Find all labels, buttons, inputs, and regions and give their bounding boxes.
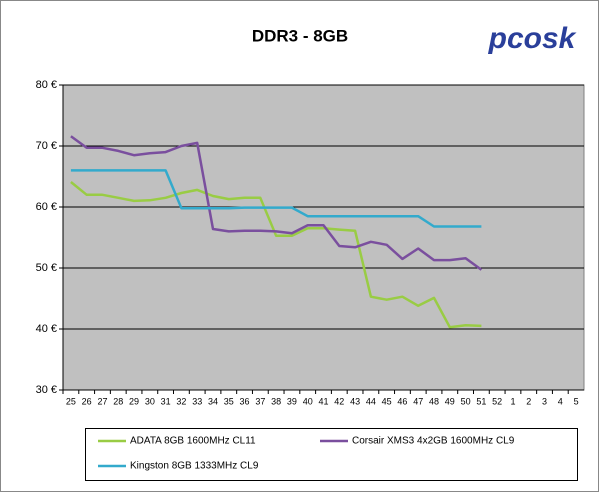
x-tick-label: 39 xyxy=(287,396,297,406)
x-tick-label: 35 xyxy=(224,396,234,406)
logo: pcosk xyxy=(488,22,577,55)
x-tick-label: 49 xyxy=(445,396,455,406)
legend-label: Corsair XMS3 4x2GB 1600MHz CL9 xyxy=(352,436,515,447)
x-tick-label: 52 xyxy=(492,396,502,406)
x-tick-label: 48 xyxy=(429,396,439,406)
x-tick-label: 41 xyxy=(318,396,328,406)
x-tick-label: 1 xyxy=(510,396,515,406)
legend-box xyxy=(85,428,578,481)
x-tick-label: 38 xyxy=(271,396,281,406)
y-tick-label: 70 € xyxy=(36,140,57,152)
x-tick-label: 46 xyxy=(397,396,407,406)
y-tick-label: 60 € xyxy=(36,201,57,213)
x-tick-label: 5 xyxy=(574,396,579,406)
y-tick-label: 80 € xyxy=(36,79,57,91)
x-tick-label: 33 xyxy=(192,396,202,406)
x-tick-label: 43 xyxy=(350,396,360,406)
y-tick-label: 30 € xyxy=(36,384,57,396)
legend-label: Kingston 8GB 1333MHz CL9 xyxy=(130,461,259,472)
y-tick-label: 50 € xyxy=(36,262,57,274)
x-tick-label: 42 xyxy=(334,396,344,406)
series-line xyxy=(70,181,482,329)
x-tick-label: 47 xyxy=(413,396,423,406)
x-tick-label: 3 xyxy=(542,396,547,406)
x-tick-label: 27 xyxy=(97,396,107,406)
x-tick-label: 30 xyxy=(145,396,155,406)
x-tick-label: 29 xyxy=(129,396,139,406)
x-tick-label: 32 xyxy=(176,396,186,406)
x-tick-label: 31 xyxy=(161,396,171,406)
x-tick-label: 37 xyxy=(255,396,265,406)
x-tick-label: 44 xyxy=(366,396,376,406)
x-tick-label: 36 xyxy=(240,396,250,406)
x-tick-label: 34 xyxy=(208,396,218,406)
series-line xyxy=(70,169,482,228)
x-tick-label: 28 xyxy=(113,396,123,406)
legend-label: ADATA 8GB 1600MHz CL11 xyxy=(130,436,256,447)
x-tick-label: 45 xyxy=(382,396,392,406)
chart-title: DDR3 - 8GB xyxy=(252,26,348,45)
plot-area xyxy=(62,84,585,391)
x-tick-label: 26 xyxy=(82,396,92,406)
x-tick-label: 4 xyxy=(558,396,563,406)
series-line xyxy=(70,135,483,271)
x-tick-label: 2 xyxy=(526,396,531,406)
x-tick-label: 25 xyxy=(66,396,76,406)
y-tick-label: 40 € xyxy=(36,323,57,335)
x-tick-label: 51 xyxy=(476,396,486,406)
x-tick-label: 50 xyxy=(461,396,471,406)
x-tick-label: 40 xyxy=(303,396,313,406)
